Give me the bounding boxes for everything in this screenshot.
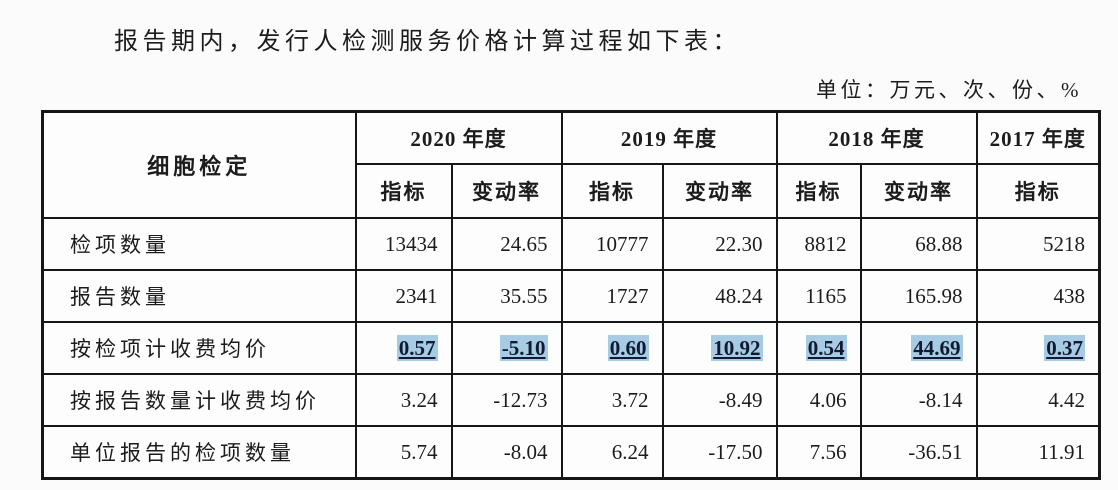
value-cell: 35.55 (450, 269, 563, 323)
table-corner-cell: 细胞检定 (41, 110, 357, 219)
metric-header: 指标 (775, 163, 862, 219)
pricing-table: 细胞检定 2020 年度 2019 年度 2018 年度 2017 年度 指标 … (41, 110, 1101, 480)
value-cell: 24.65 (450, 217, 563, 271)
value-cell: 1165 (775, 269, 862, 323)
highlighted-value-text: 44.69 (911, 334, 963, 361)
table-row: 检项数量 13434 24.65 10777 22.30 8812 68.88 … (41, 217, 1101, 271)
value-text: 22.30 (715, 231, 763, 256)
table-row: 单位报告的检项数量 5.74 -8.04 6.24 -17.50 7.56 -3… (41, 425, 1101, 480)
highlighted-value-text: 0.54 (805, 334, 847, 361)
highlighted-value-text: 0.37 (1044, 334, 1085, 361)
value-cell: 7.56 (775, 425, 862, 480)
value-cell: -12.73 (450, 373, 563, 427)
value-cell: 0.37 (975, 321, 1101, 375)
value-cell: 0.54 (775, 321, 862, 375)
row-label: 按检项计收费均价 (41, 321, 357, 375)
highlighted-value-text: 10.92 (711, 334, 763, 361)
value-text: 4.06 (809, 387, 847, 412)
value-text: -12.73 (493, 387, 548, 412)
value-cell: 438 (975, 269, 1101, 323)
value-text: -36.51 (908, 439, 963, 464)
value-text: 48.24 (715, 283, 763, 308)
year-header-2020: 2020 年度 (354, 110, 563, 165)
value-cell: 10.92 (661, 321, 778, 375)
value-text: 7.56 (809, 439, 847, 464)
value-text: -17.50 (708, 439, 763, 464)
header-row-metrics: 指标 变动率 指标 变动率 指标 变动率 指标 (43, 163, 1101, 219)
value-text: 6.24 (611, 439, 649, 464)
year-header-2019: 2019 年度 (560, 110, 778, 165)
value-cell: 6.24 (560, 425, 664, 480)
value-cell: 22.30 (661, 217, 778, 271)
value-cell: 4.06 (775, 373, 862, 427)
value-cell: 44.69 (859, 321, 978, 375)
value-cell: 13434 (354, 217, 453, 271)
value-text: 3.72 (611, 387, 649, 412)
value-cell: -17.50 (661, 425, 778, 480)
value-cell: 10777 (560, 217, 664, 271)
value-text: 1165 (805, 283, 847, 308)
table-row-highlighted: 按检项计收费均价 0.57 -5.10 0.60 10.92 0.54 44.6… (41, 321, 1101, 375)
header-row-years: 细胞检定 2020 年度 2019 年度 2018 年度 2017 年度 (41, 110, 1101, 219)
value-text: 11.91 (1038, 439, 1085, 464)
value-cell: 0.57 (354, 321, 453, 375)
value-cell: 3.72 (560, 373, 664, 427)
highlighted-value-text: -5.10 (499, 334, 548, 361)
value-text: 438 (1053, 283, 1086, 308)
value-text: 2341 (395, 283, 438, 308)
value-cell: -5.10 (450, 321, 563, 375)
value-cell: 4.42 (975, 373, 1101, 427)
value-cell: 3.24 (354, 373, 453, 427)
metric-header: 指标 (560, 163, 664, 219)
value-text: 10777 (596, 231, 649, 256)
value-text: 68.88 (915, 231, 963, 256)
row-label: 按报告数量计收费均价 (41, 373, 357, 427)
value-text: 4.42 (1048, 387, 1085, 412)
metric-header: 指标 (975, 163, 1101, 219)
metric-header: 变动率 (859, 163, 978, 219)
table-row: 报告数量 2341 35.55 1727 48.24 1165 165.98 4… (41, 269, 1101, 323)
value-cell: 0.60 (560, 321, 664, 375)
value-text: 165.98 (904, 283, 963, 308)
year-header-2018: 2018 年度 (775, 110, 978, 165)
value-cell: 48.24 (661, 269, 778, 323)
value-cell: 5218 (975, 217, 1101, 271)
value-cell: 2341 (354, 269, 453, 323)
year-header-2017: 2017 年度 (975, 110, 1101, 165)
value-cell: -36.51 (859, 425, 978, 480)
table-row: 按报告数量计收费均价 3.24 -12.73 3.72 -8.49 4.06 -… (41, 373, 1101, 427)
value-text: 5218 (1043, 231, 1085, 256)
value-cell: -8.14 (859, 373, 978, 427)
row-label: 报告数量 (41, 269, 357, 323)
highlighted-value-text: 0.60 (607, 334, 649, 361)
value-cell: 5.74 (354, 425, 453, 480)
intro-paragraph: 报告期内，发行人检测服务价格计算过程如下表： (114, 29, 741, 55)
value-text: -8.14 (918, 387, 963, 412)
metric-header: 指标 (354, 163, 453, 219)
unit-note: 单位：万元、次、份、% (816, 78, 1082, 102)
row-label: 检项数量 (41, 217, 357, 271)
value-text: -8.49 (718, 387, 763, 412)
value-cell: 1727 (560, 269, 664, 323)
value-text: -8.04 (503, 439, 548, 464)
highlighted-value-text: 0.57 (396, 334, 438, 361)
value-cell: -8.04 (450, 425, 563, 480)
metric-header: 变动率 (661, 163, 778, 219)
value-cell: -8.49 (661, 373, 778, 427)
value-text: 1727 (606, 283, 649, 308)
value-text: 3.24 (400, 387, 438, 412)
value-text: 5.74 (400, 439, 438, 464)
value-text: 8812 (804, 231, 847, 256)
value-text: 35.55 (500, 283, 548, 308)
value-cell: 11.91 (975, 425, 1101, 480)
row-label: 单位报告的检项数量 (41, 425, 357, 480)
value-text: 13434 (385, 231, 438, 256)
value-text: 24.65 (500, 231, 548, 256)
value-cell: 68.88 (859, 217, 978, 271)
value-cell: 165.98 (859, 269, 978, 323)
metric-header: 变动率 (450, 163, 563, 219)
value-cell: 8812 (775, 217, 862, 271)
